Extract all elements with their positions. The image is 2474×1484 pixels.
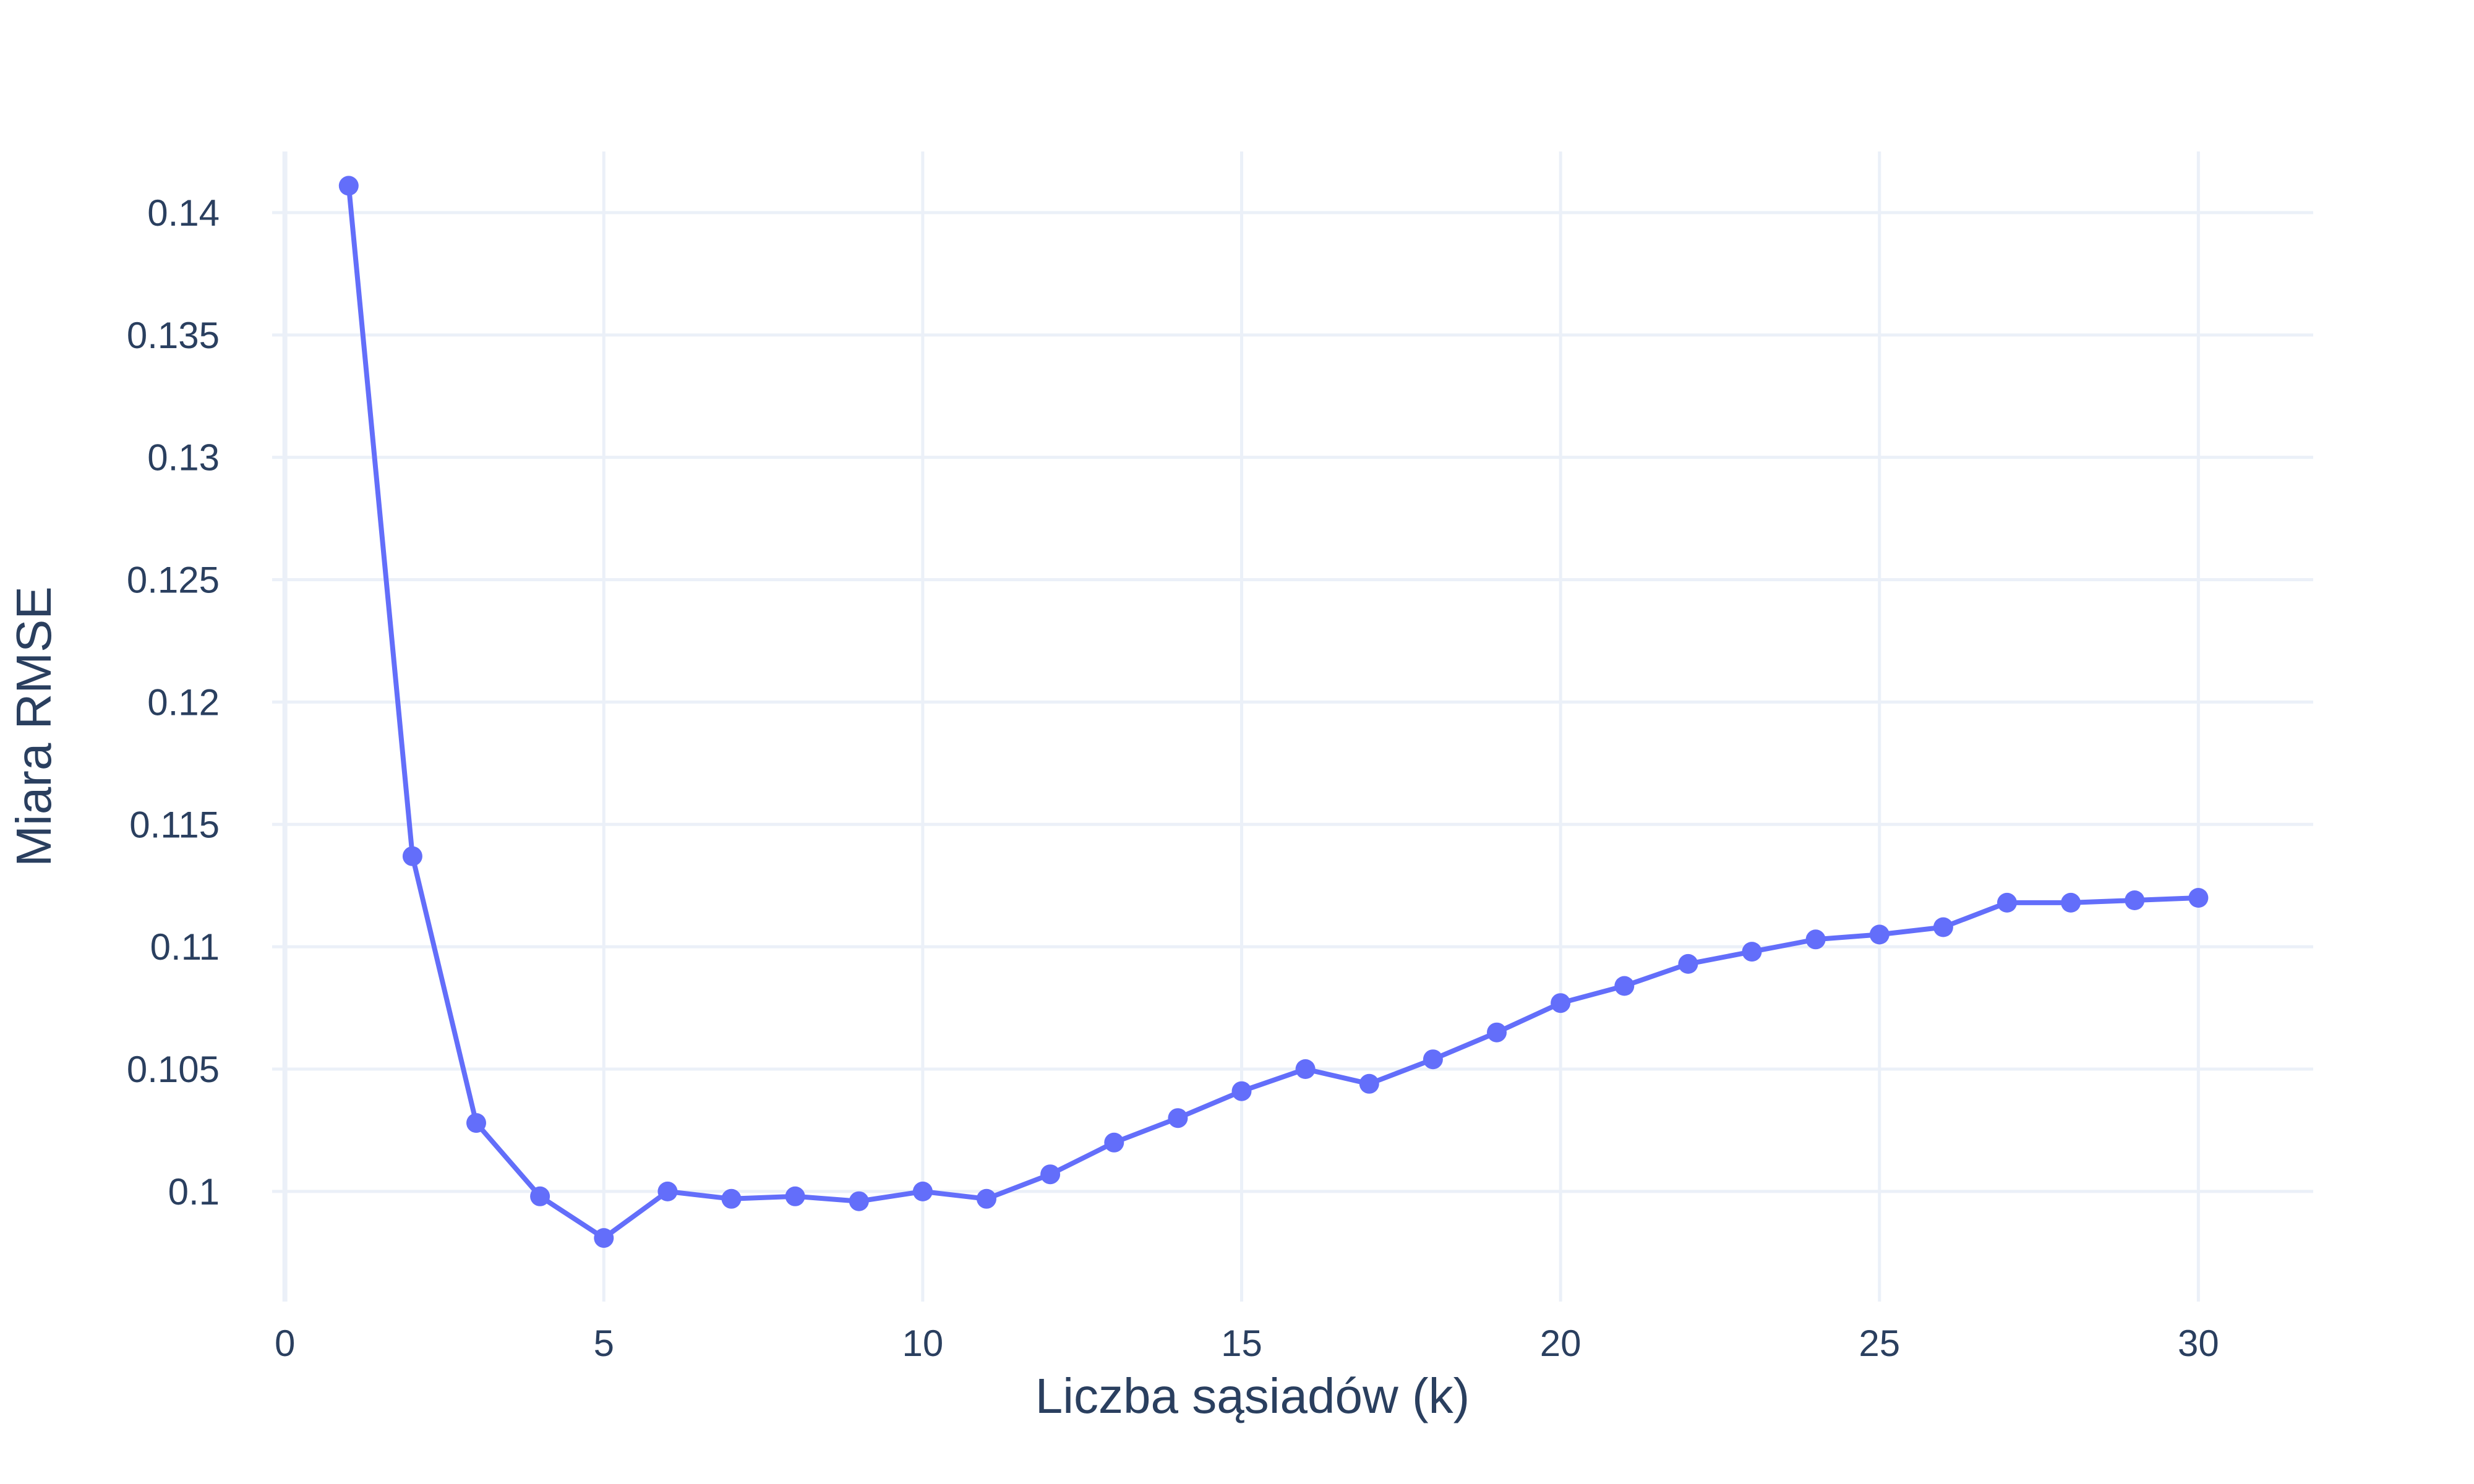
- x-tick-label: 25: [1859, 1323, 1900, 1364]
- data-point: [1678, 953, 1698, 974]
- y-tick-label: 0.105: [127, 1049, 220, 1090]
- x-tick-label: 5: [594, 1323, 614, 1364]
- tick-layer: 0 5 10 15 20 25 30 0.1 0.105 0.11 0.115 0.12 0.125 0.…: [127, 192, 2219, 1364]
- data-point: [402, 846, 422, 866]
- x-axis-title: Liczba sąsiadów (k): [1035, 1368, 1470, 1423]
- data-point: [1614, 976, 1635, 996]
- data-point: [1423, 1049, 1443, 1070]
- data-point: [1168, 1108, 1188, 1128]
- data-point: [721, 1188, 742, 1209]
- y-tick-label: 0.12: [147, 681, 220, 723]
- data-point: [1040, 1164, 1061, 1185]
- y-tick-label: 0.11: [150, 926, 220, 968]
- data-point: [977, 1188, 996, 1209]
- data-point: [1997, 892, 2017, 913]
- rmse-series-line: [346, 186, 2199, 1241]
- data-point: [1231, 1081, 1252, 1101]
- data-point: [594, 1228, 614, 1248]
- y-tick-label: 0.115: [129, 804, 220, 845]
- data-point: [849, 1191, 869, 1211]
- data-point: [1551, 993, 1571, 1013]
- y-tick-label: 0.125: [127, 560, 220, 601]
- data-point: [2188, 888, 2209, 908]
- x-tick-label: 20: [1540, 1323, 1582, 1364]
- x-tick-label: 15: [1221, 1323, 1262, 1364]
- data-point: [1295, 1059, 1316, 1079]
- data-point: [1742, 942, 1762, 962]
- y-tick-label: 0.13: [147, 437, 220, 479]
- data-point: [2125, 890, 2145, 910]
- data-point: [466, 1113, 486, 1133]
- y-tick-label: 0.1: [168, 1171, 220, 1213]
- x-tick-label: 0: [275, 1323, 295, 1364]
- data-point: [1869, 924, 1890, 945]
- y-tick-label: 0.14: [147, 192, 220, 234]
- y-tick-label: 0.135: [127, 315, 220, 356]
- data-point: [1487, 1022, 1507, 1043]
- x-tick-label: 10: [902, 1323, 944, 1364]
- data-point: [1933, 917, 1953, 937]
- data-point: [1359, 1073, 1379, 1094]
- data-point: [785, 1186, 805, 1206]
- data-point: [2061, 892, 2081, 913]
- x-tick-label: 30: [2178, 1323, 2219, 1364]
- series-layer: [338, 176, 2209, 1248]
- data-point: [1805, 929, 1826, 950]
- y-axis-title: Miara RMSE: [6, 586, 61, 866]
- data-point: [657, 1181, 678, 1201]
- data-point: [530, 1186, 550, 1206]
- grid-layer: [272, 151, 2313, 1302]
- data-point: [338, 176, 359, 196]
- data-point: [1104, 1132, 1124, 1153]
- data-point: [912, 1181, 933, 1201]
